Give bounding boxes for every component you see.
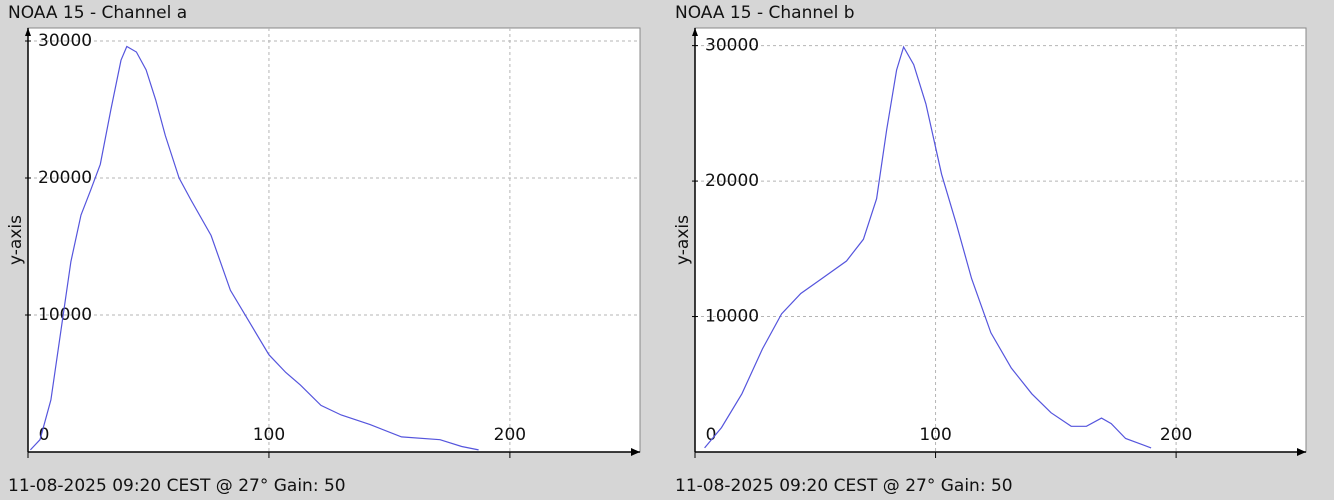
- y-axis-arrow: [25, 28, 31, 36]
- x-tick-label: 200: [494, 425, 526, 445]
- plot-area: [27, 27, 641, 453]
- chart-title: NOAA 15 - Channel a: [8, 3, 187, 23]
- y-tick-label: 20000: [705, 171, 759, 191]
- y-tick-label: 20000: [38, 168, 92, 188]
- footer: 11-08-2025 09:20 CEST @ 27° Gain: 50: [8, 476, 346, 496]
- x-tick-label: 0: [706, 425, 717, 445]
- data-line: [704, 45, 1152, 449]
- chart-title: NOAA 15 - Channel b: [675, 3, 855, 23]
- footer: 11-08-2025 09:20 CEST @ 27° Gain: 50: [675, 476, 1013, 496]
- plot-area: [694, 27, 1307, 453]
- panel: NOAA 15 - Channel b 11-08-2025 09:20 CEST…: [673, 3, 1307, 496]
- x-tick-label: 100: [253, 425, 285, 445]
- y-axis-label: y-axis: [673, 215, 693, 265]
- y-axis-label: y-axis: [6, 215, 26, 265]
- x-tick-label: 0: [39, 425, 50, 445]
- y-tick-label: 30000: [38, 31, 92, 51]
- y-tick-label: 30000: [705, 36, 759, 56]
- y-axis-arrow: [692, 28, 698, 36]
- y-tick-label: 10000: [705, 307, 759, 327]
- x-tick-label: 200: [1160, 425, 1192, 445]
- y-tick-label: 10000: [38, 305, 92, 325]
- x-axis-arrow: [1297, 448, 1306, 456]
- data-line: [29, 45, 479, 451]
- x-axis-arrow: [631, 448, 640, 456]
- panel: NOAA 15 - Channel a 11-08-2025 09:20 CEST…: [6, 3, 641, 496]
- x-tick-label: 100: [919, 425, 951, 445]
